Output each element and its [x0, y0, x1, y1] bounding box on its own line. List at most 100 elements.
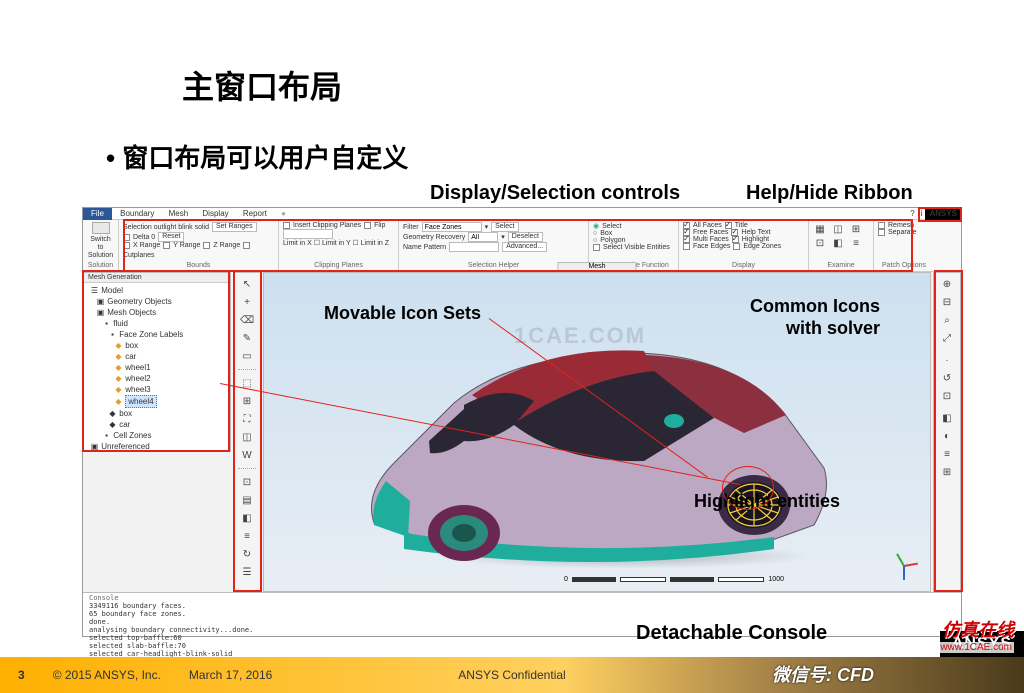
right-tool-icon[interactable]: ◧	[940, 411, 954, 425]
menu-file[interactable]: File	[83, 208, 112, 220]
ov-common-l1: Common Icons	[750, 296, 880, 316]
left-tool-icon[interactable]: ✎	[240, 331, 254, 345]
tree-node[interactable]: ▪ Face Zone Labels	[90, 329, 228, 340]
footer-date: March 17, 2016	[189, 668, 272, 682]
info-icon[interactable]: i	[918, 208, 926, 220]
probe-poly[interactable]: Polygon	[600, 237, 625, 244]
tree-node[interactable]: ▣ Unreferenced	[90, 441, 228, 452]
tree-node[interactable]: ◆ wheel3	[90, 384, 228, 395]
d-multi-chk[interactable]	[683, 236, 690, 243]
left-tool-icon[interactable]: W	[240, 448, 254, 462]
cut: Cutplanes	[123, 252, 155, 259]
right-tool-icon[interactable]: ⤢	[940, 331, 954, 345]
left-tool-icon[interactable]: ▭	[240, 349, 254, 363]
tree-panel[interactable]: Mesh Generation ☰ Model▣ Geometry Object…	[83, 272, 231, 452]
probe-vis-chk[interactable]	[593, 244, 600, 251]
tree-node[interactable]: ◆ wheel2	[90, 373, 228, 384]
tree-node[interactable]: ▪ Cell Zones	[90, 430, 228, 441]
exam-ico1[interactable]: ▦	[813, 222, 827, 236]
left-tool-icon[interactable]: +	[240, 295, 254, 309]
ribbon-clipping: Insert Clipping Planes Flip Limit in X ☐…	[279, 220, 399, 271]
left-tool-icon[interactable]: ☰	[240, 565, 254, 579]
tree-node[interactable]: ◆ wheel4	[90, 395, 228, 408]
menu-mesh[interactable]: Mesh	[163, 208, 195, 220]
menu-boundary[interactable]: Boundary	[114, 208, 160, 220]
menu-report[interactable]: Report	[237, 208, 273, 220]
cut-chk[interactable]	[243, 242, 250, 249]
left-tool-icon[interactable]: ⊞	[240, 394, 254, 408]
right-tool-icon[interactable]: ⌕	[940, 313, 954, 327]
tree-node[interactable]: ◆ car	[90, 419, 228, 430]
right-tool-icon[interactable]: ≡	[940, 447, 954, 461]
help-icon[interactable]: ?	[907, 208, 917, 220]
adv-btn[interactable]: Advanced...	[502, 242, 547, 252]
d-fe-chk[interactable]	[683, 243, 690, 250]
tree-body[interactable]: ☰ Model▣ Geometry Objects▣ Mesh Objects▪…	[84, 283, 230, 452]
left-tool-icon[interactable]: ↖	[240, 277, 254, 291]
viewport[interactable]: Mesh	[263, 272, 931, 592]
clip-plane-input[interactable]	[283, 229, 333, 239]
viewport-title: Mesh	[557, 262, 636, 271]
d-fe: Face Edges	[693, 243, 730, 250]
left-tool-icon[interactable]: ↻	[240, 547, 254, 561]
left-tool-icon[interactable]: ⊡	[240, 475, 254, 489]
left-tool-icon[interactable]: ≡	[240, 529, 254, 543]
sel-btn[interactable]: Select	[491, 222, 518, 232]
clip-flip-chk[interactable]	[364, 222, 371, 229]
xr-chk[interactable]	[123, 242, 130, 249]
right-tool-icon[interactable]: ◐	[940, 429, 954, 443]
exam-ico5[interactable]: ◧	[831, 236, 845, 250]
ribbon-examine: ▦ ◫ ⊞ ⊡ ◧ ≡ Examine	[809, 220, 874, 271]
rec-input[interactable]	[468, 232, 498, 242]
probe-sel[interactable]: Select	[602, 223, 621, 230]
tree-node[interactable]: ◆ box	[90, 340, 228, 351]
tree-node[interactable]: ☰ Model	[90, 285, 228, 296]
tree-node[interactable]: ◆ box	[90, 408, 228, 419]
tree-node[interactable]: ▣ Geometry Objects	[90, 296, 228, 307]
left-tool-icon[interactable]: ⌫	[240, 313, 254, 327]
exam-ico6[interactable]: ≡	[849, 236, 863, 250]
tree-node[interactable]: ▪ fluid	[90, 318, 228, 329]
tree-node[interactable]: ◆ wheel1	[90, 362, 228, 373]
zr-chk[interactable]	[203, 242, 210, 249]
xrange-check[interactable]	[123, 234, 130, 241]
d-ez-chk[interactable]	[733, 243, 740, 250]
clip-insert-chk[interactable]	[283, 222, 290, 229]
tree-node[interactable]: ◆ car	[90, 351, 228, 362]
ribbon-solution[interactable]: Switch to Solution Solution	[83, 220, 119, 271]
menu-more-icon[interactable]: ●	[275, 208, 292, 220]
p-sep-chk[interactable]	[878, 229, 885, 236]
d-help: Help Text	[741, 229, 770, 236]
d-hl-chk[interactable]	[732, 236, 739, 243]
ribbon-patch: Remesh Separate Patch Options	[874, 220, 934, 271]
left-tool-icon[interactable]: ⛶	[240, 412, 254, 426]
zr: Z Range	[213, 242, 240, 249]
ov-movable: Movable Icon Sets	[324, 303, 481, 324]
watermark: 1CAE.COM	[514, 323, 646, 349]
probe-box[interactable]: Box	[600, 230, 612, 237]
right-tool-icon[interactable]: ⊡	[940, 389, 954, 403]
right-tool-icon[interactable]: ·	[940, 353, 954, 367]
ribbon: Switch to Solution Solution Selection ou…	[83, 220, 961, 272]
tree-node[interactable]: ▣ Mesh Objects	[90, 307, 228, 318]
exam-ico2[interactable]: ◫	[831, 222, 845, 236]
desel-btn[interactable]: Deselect	[508, 232, 543, 242]
exam-ico3[interactable]: ⊞	[849, 222, 863, 236]
console[interactable]: Console 3349116 boundary faces.65 bounda…	[83, 592, 961, 636]
right-tool-icon[interactable]: ⊕	[940, 277, 954, 291]
right-tool-icon[interactable]: ↺	[940, 371, 954, 385]
left-tool-icon[interactable]: ▤	[240, 493, 254, 507]
left-tool-icon[interactable]: ◫	[240, 430, 254, 444]
reset-btn[interactable]: Reset	[158, 232, 184, 242]
filter-input[interactable]	[422, 222, 482, 232]
wechat-note: 微信号: CFD	[772, 661, 874, 687]
p-rem-chk[interactable]	[878, 222, 885, 229]
set-ranges-btn[interactable]: Set Ranges	[212, 222, 257, 232]
menu-display[interactable]: Display	[196, 208, 234, 220]
right-tool-icon[interactable]: ⊞	[940, 465, 954, 479]
right-tool-icon[interactable]: ⊟	[940, 295, 954, 309]
yr-chk[interactable]	[163, 242, 170, 249]
np-input[interactable]	[449, 242, 499, 252]
left-tool-icon[interactable]: ◧	[240, 511, 254, 525]
exam-ico4[interactable]: ⊡	[813, 236, 827, 250]
